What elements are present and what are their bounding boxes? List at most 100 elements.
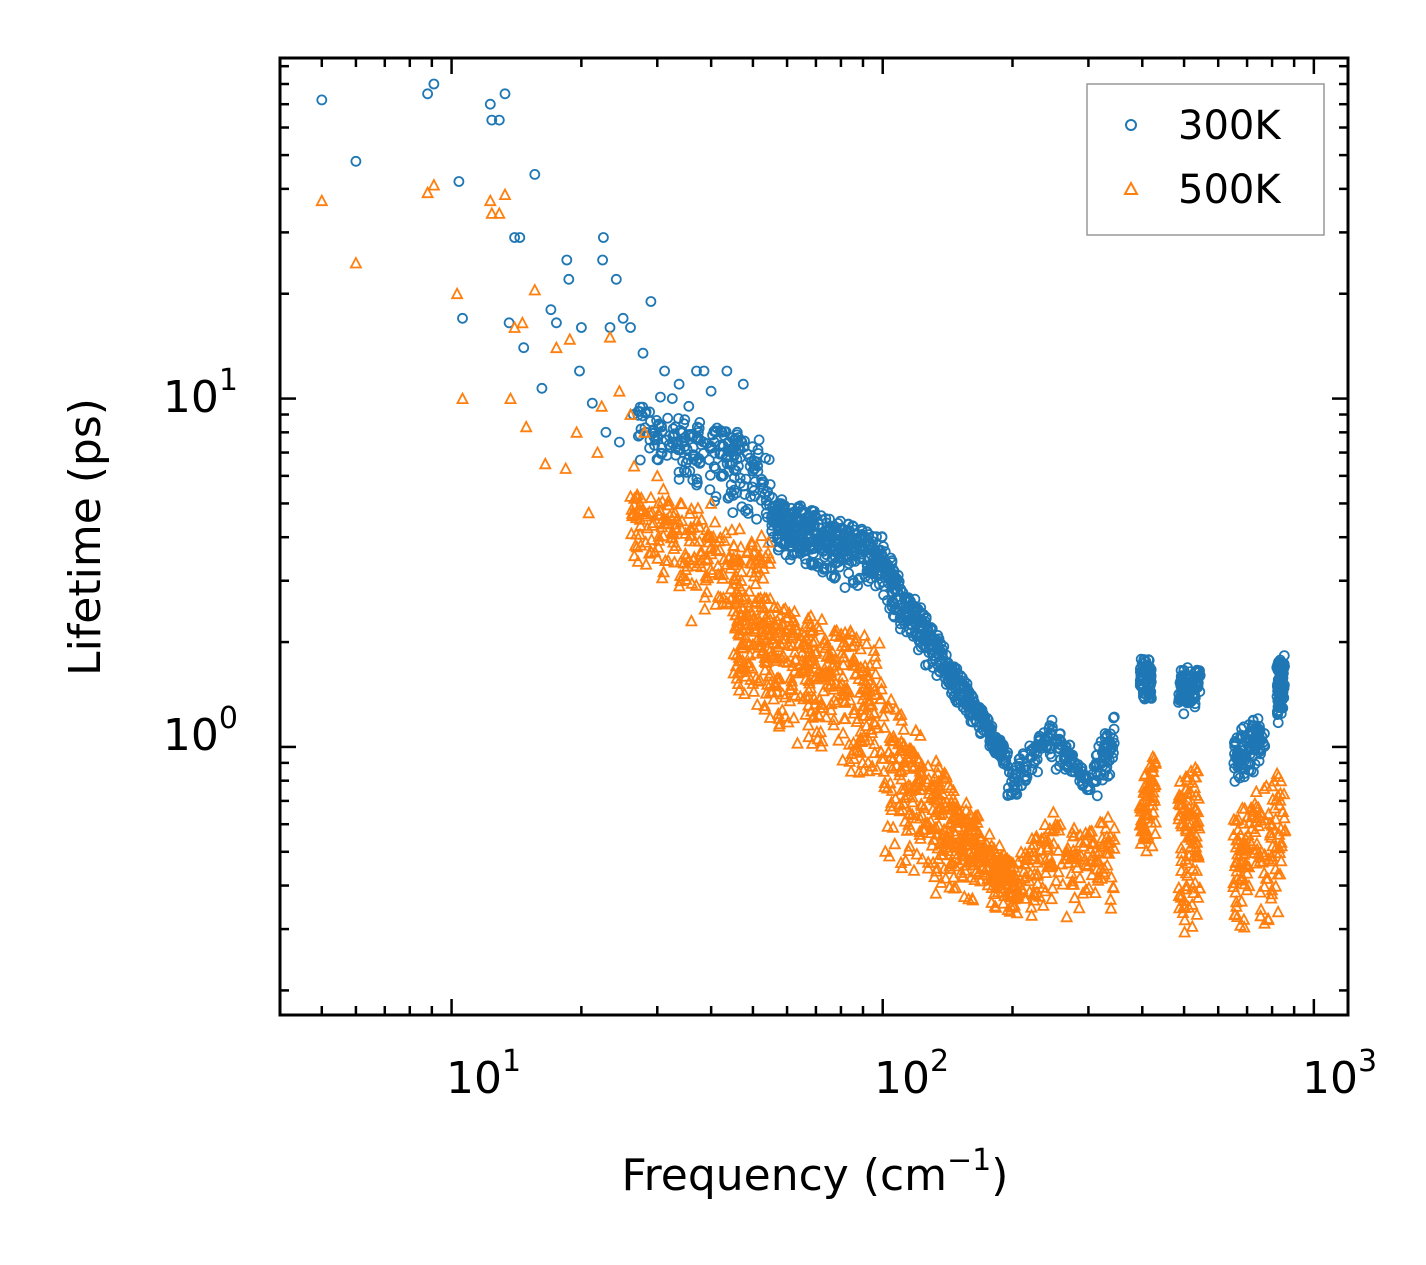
data-point-500K (1147, 751, 1161, 764)
data-point-500K (983, 827, 996, 840)
data-point-300K (889, 604, 900, 616)
data-point-500K (672, 578, 686, 592)
data-point-500K (775, 624, 789, 637)
data-point-500K (1100, 846, 1114, 859)
data-point-300K (792, 503, 804, 515)
data-point-500K (1107, 841, 1121, 854)
data-point-500K (456, 391, 469, 405)
data-point-500K (763, 551, 777, 564)
data-point-300K (655, 391, 666, 403)
data-point-500K (748, 624, 762, 637)
data-point-300K (1105, 728, 1116, 740)
data-point-500K (1023, 884, 1037, 897)
data-point-300K (1255, 748, 1266, 760)
data-point-500K (953, 836, 967, 849)
data-point-300K (634, 454, 646, 466)
data-point-500K (992, 878, 1006, 891)
data-point-500K (1243, 833, 1257, 846)
data-point-300K (766, 519, 778, 531)
data-point-500K (897, 796, 911, 809)
data-point-500K (974, 832, 988, 845)
data-point-500K (882, 745, 896, 758)
data-point-300K (1276, 694, 1288, 706)
data-point-500K (808, 633, 822, 647)
data-point-500K (895, 860, 909, 874)
data-point-500K (843, 754, 857, 767)
data-point-300K (721, 365, 733, 377)
data-point-300K (1236, 762, 1248, 773)
data-point-500K (996, 896, 1010, 909)
data-point-500K (1103, 829, 1117, 842)
data-point-500K (1066, 843, 1080, 856)
data-point-500K (915, 808, 929, 821)
data-point-300K (745, 491, 756, 503)
data-point-500K (857, 708, 871, 721)
data-point-500K (910, 847, 924, 860)
data-point-500K (732, 650, 746, 663)
data-point-300K (795, 538, 806, 550)
data-point-500K (763, 710, 777, 723)
data-point-300K (422, 88, 434, 100)
data-point-300K (984, 730, 996, 742)
data-point-500K (1190, 815, 1204, 829)
data-point-300K (766, 491, 778, 503)
data-point-300K (691, 365, 702, 377)
data-point-500K (755, 599, 769, 613)
data-point-500K (1272, 769, 1285, 782)
data-point-300K (1055, 754, 1066, 765)
data-point-500K (824, 702, 838, 716)
data-point-500K (1027, 887, 1041, 900)
data-point-500K (805, 736, 819, 749)
x-axis-label: Frequency (cm−1) (622, 1143, 1009, 1201)
data-point-500K (895, 743, 909, 756)
data-point-500K (929, 886, 943, 899)
data-point-500K (989, 869, 1003, 882)
data-point-500K (1265, 818, 1279, 831)
data-point-500K (1264, 891, 1278, 904)
data-point-300K (808, 519, 819, 531)
data-point-300K (703, 454, 715, 466)
data-point-500K (839, 638, 853, 651)
data-point-300K (890, 592, 902, 604)
data-point-500K (770, 613, 784, 626)
data-point-500K (1249, 856, 1263, 869)
data-point-300K (933, 642, 945, 653)
data-point-500K (1273, 797, 1286, 811)
data-point-500K (753, 555, 767, 568)
data-point-300K (457, 312, 468, 324)
data-point-300K (895, 623, 906, 635)
data-point-300K (832, 539, 844, 550)
y-axis-label: Lifetime (ps) (60, 398, 111, 676)
legend: 300K 500K (1086, 83, 1325, 236)
data-point-500K (803, 676, 817, 689)
data-point-500K (788, 652, 802, 665)
data-point-500K (763, 644, 777, 657)
data-point-500K (968, 834, 982, 847)
data-point-500K (806, 635, 820, 648)
data-point-500K (1031, 876, 1045, 889)
data-point-500K (699, 553, 713, 566)
data-point-500K (847, 638, 861, 651)
data-point-500K (652, 496, 666, 509)
data-point-500K (1017, 871, 1031, 884)
data-point-500K (709, 597, 723, 610)
data-point-300K (1095, 736, 1107, 747)
data-point-300K (824, 513, 835, 525)
data-point-300K (350, 155, 362, 167)
data-point-500K (714, 590, 727, 603)
data-point-300K (1178, 693, 1190, 705)
data-point-500K (1073, 870, 1087, 884)
data-point-500K (800, 658, 814, 671)
data-point-500K (854, 660, 868, 673)
data-point-500K (1264, 825, 1278, 839)
data-point-500K (1189, 835, 1203, 848)
y-tick-label: 101 (163, 363, 238, 423)
data-point-500K (699, 522, 713, 536)
data-point-300K (529, 168, 541, 180)
data-point-500K (932, 759, 945, 773)
data-point-500K (1100, 858, 1114, 871)
data-point-500K (1238, 857, 1252, 870)
data-point-500K (704, 540, 718, 553)
data-point-300K (1038, 727, 1050, 739)
data-point-500K (848, 667, 862, 680)
